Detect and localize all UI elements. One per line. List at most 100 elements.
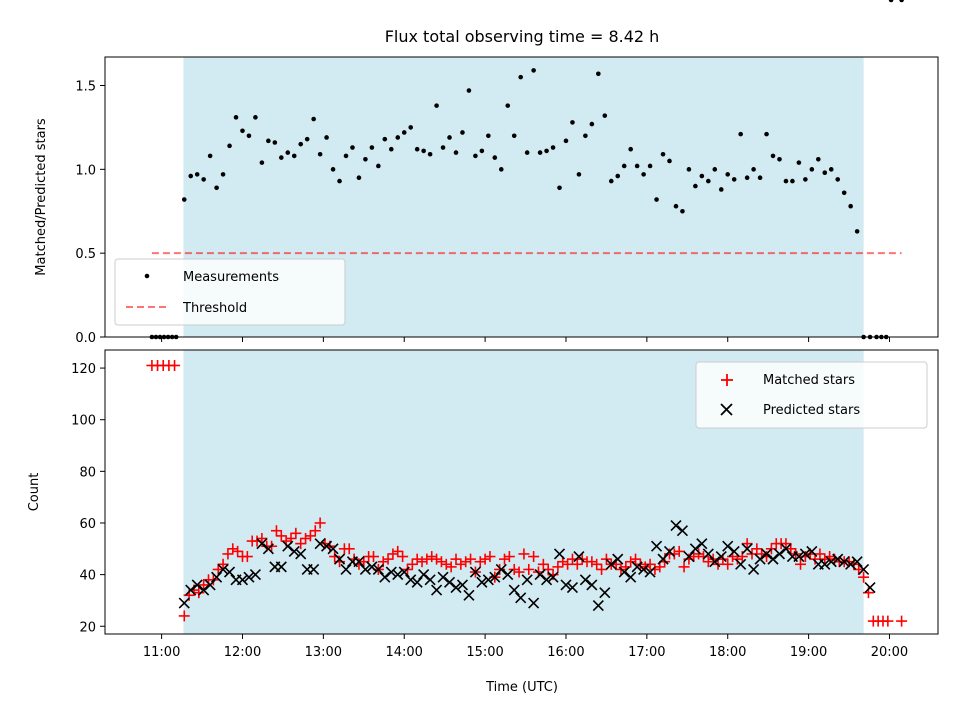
matched-star-point <box>309 525 321 537</box>
predicted-star-point <box>592 600 604 612</box>
measurement-point <box>181 197 187 202</box>
predicted-star-point <box>178 597 190 609</box>
measurement-point <box>421 148 426 154</box>
measurement-point <box>440 145 446 150</box>
matched-star-point <box>795 558 807 570</box>
predicted-star-point <box>282 540 294 552</box>
matched-star-point <box>256 532 268 544</box>
measurement-point <box>841 190 847 196</box>
measurement-point <box>816 156 821 162</box>
measurement-point <box>557 185 562 191</box>
matched-star-point <box>198 579 210 591</box>
measurement-point <box>888 0 894 3</box>
legend-measurements-marker <box>144 273 150 279</box>
measurement-point <box>563 138 569 144</box>
predicted-star-point <box>819 558 831 570</box>
bot-y-tick-label: 100 <box>71 414 96 429</box>
measurement-point <box>291 153 297 159</box>
measurement-point <box>505 103 511 108</box>
matched-star-point <box>780 538 792 550</box>
measurement-point <box>744 175 750 181</box>
measurement-point <box>706 178 711 184</box>
bot-y-tick-label: 60 <box>79 517 96 532</box>
x-tick-label: 16:00 <box>547 645 584 660</box>
predicted-star-point <box>722 540 734 552</box>
matched-star-point <box>275 530 287 542</box>
predicted-star-point <box>223 566 236 578</box>
matched-star-point <box>382 553 394 565</box>
measurement-point <box>473 153 478 159</box>
predicted-star-point <box>773 548 786 560</box>
matched-star-point <box>571 558 583 570</box>
measurement-point <box>214 185 219 191</box>
predicted-star-point <box>748 563 760 576</box>
matched-star-point <box>416 556 428 568</box>
predicted-star-point <box>359 563 371 576</box>
predicted-star-point <box>663 545 676 557</box>
measurement-point <box>770 153 776 159</box>
matched-star-point <box>426 551 438 563</box>
measurement-point <box>511 133 517 139</box>
predicted-star-point <box>379 571 391 583</box>
measurement-point <box>583 133 588 139</box>
measurement-point <box>246 133 252 139</box>
predicted-star-point <box>482 574 494 586</box>
predicted-star-point <box>521 574 533 586</box>
measurement-point <box>266 138 271 144</box>
x-tick-label: 18:00 <box>709 645 746 660</box>
measurement-point <box>220 172 226 177</box>
measurement-point <box>317 151 323 157</box>
measurement-point <box>337 178 342 184</box>
measurement-point <box>608 178 614 184</box>
measurement-point <box>777 156 782 162</box>
predicted-star-point <box>185 584 197 596</box>
matched-star-point <box>421 553 433 565</box>
measurement-point <box>369 145 375 150</box>
matched-star-point <box>499 553 511 565</box>
measurement-point <box>673 203 679 209</box>
measurement-point <box>207 153 213 159</box>
measurement-point <box>460 130 465 135</box>
matched-star-point <box>896 615 908 627</box>
measurement-point <box>285 150 291 155</box>
predicted-star-point <box>586 579 598 591</box>
x-tick-label: 19:00 <box>790 645 827 660</box>
matched-star-point <box>251 535 263 547</box>
predicted-star-point <box>683 550 695 563</box>
x-tick-label: 17:00 <box>628 645 665 660</box>
measurement-point <box>466 88 472 93</box>
matched-star-point <box>387 548 399 560</box>
measurement-point <box>376 163 381 169</box>
predicted-star-point <box>793 550 805 563</box>
measurement-point <box>498 167 504 172</box>
matched-star-point <box>212 563 224 575</box>
x-tick-label: 15:00 <box>466 645 503 660</box>
legend-matched-marker <box>721 374 733 386</box>
measurement-point <box>395 135 401 140</box>
measurement-point <box>790 178 795 184</box>
predicted-star-point <box>670 519 682 532</box>
measurement-point <box>240 128 245 134</box>
predicted-star-point <box>806 545 818 557</box>
measurement-point <box>783 178 789 184</box>
matched-star-point <box>217 558 229 570</box>
measurement-point <box>531 68 536 73</box>
measurement-point <box>350 145 355 150</box>
predicted-star-point <box>495 563 507 576</box>
measurement-point <box>621 163 627 169</box>
matched-star-point <box>673 545 685 557</box>
predicted-star-point <box>191 579 203 591</box>
predicted-star-point <box>398 566 410 578</box>
measurement-point <box>382 136 388 142</box>
measurement-point <box>647 163 653 169</box>
predicted-star-point <box>599 587 611 599</box>
predicted-star-point <box>644 566 656 578</box>
matched-star-point <box>227 543 239 555</box>
measurement-point <box>667 158 672 164</box>
predicted-star-point <box>262 543 274 555</box>
predicted-star-point <box>689 543 701 555</box>
matched-star-point <box>178 610 190 622</box>
predicted-star-point <box>489 571 501 583</box>
measurement-point <box>634 163 640 169</box>
measurement-point <box>641 172 646 177</box>
